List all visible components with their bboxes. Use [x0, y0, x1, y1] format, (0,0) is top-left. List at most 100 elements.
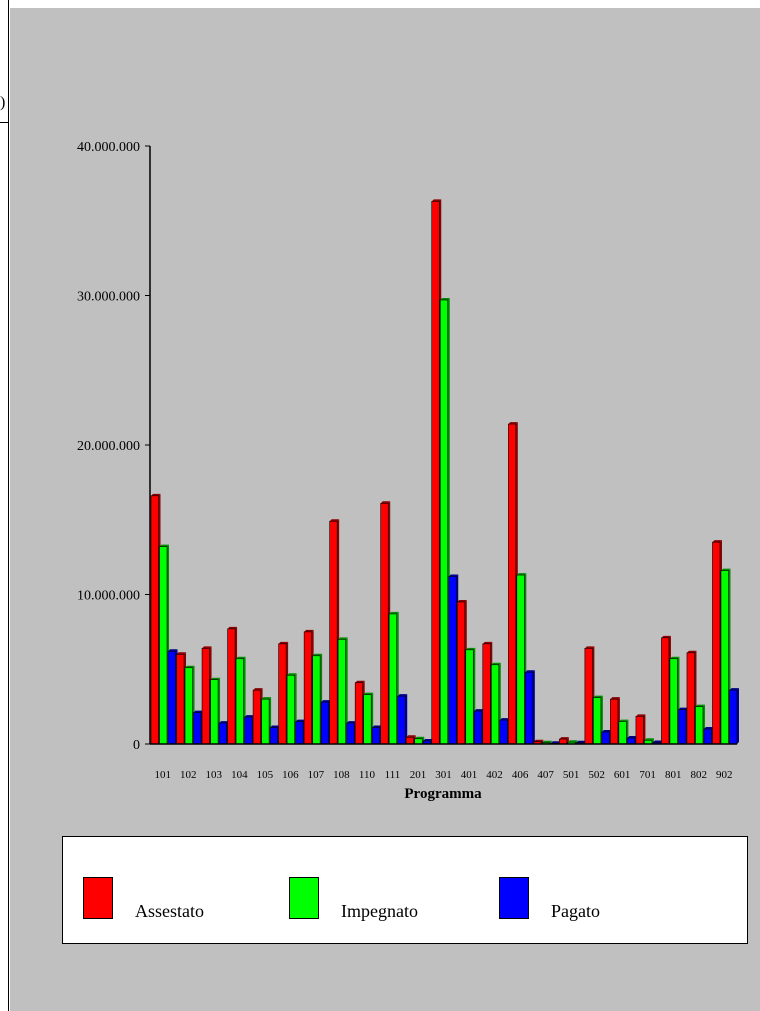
bar-top [287, 673, 297, 676]
bar-impegnato-105 [261, 697, 272, 745]
bar-impegnato-701 [644, 738, 654, 745]
bar-face [414, 738, 423, 745]
bar-pagato-108 [346, 721, 357, 745]
bar-assestato-802 [686, 650, 697, 745]
bar-face [295, 721, 304, 745]
x-ticks-layer: 101 102 103 104 105 106 107 108 110 111 201 301 401 4… [155, 769, 733, 781]
x-tick-label: 104 [231, 769, 248, 781]
bar-face [508, 423, 517, 745]
bar-top [567, 740, 578, 743]
bar-top [210, 677, 221, 680]
x-tick-label: 501 [563, 769, 580, 781]
bar-impegnato-301 [439, 297, 450, 745]
bar-pagato-301 [448, 574, 459, 745]
left-frame-divider [0, 122, 8, 123]
bar-impegnato-101 [159, 544, 170, 745]
bar-top [168, 649, 178, 652]
bar-assestato-601 [610, 697, 620, 745]
bar-impegnato-111 [388, 611, 399, 745]
bar-pagato-601 [627, 736, 637, 745]
bar-pagato-406 [525, 670, 535, 745]
bar-impegnato-802 [695, 704, 705, 745]
bar-top [516, 573, 527, 576]
bar-pagato-101 [167, 649, 178, 745]
bar-impegnato-501 [567, 740, 578, 745]
bar-top [312, 653, 323, 656]
bar-top [542, 740, 552, 743]
bar-top [457, 599, 467, 602]
bar-assestato-104 [227, 626, 238, 745]
bar-face [150, 495, 159, 745]
bar-top [474, 709, 484, 712]
x-tick-label: 103 [206, 769, 223, 781]
bar-face [686, 652, 695, 745]
bar-top [261, 697, 272, 700]
bar-top [576, 740, 586, 743]
bar-face [618, 721, 627, 745]
bar-chart: 0 10.000.000 20.000.000 30.000.000 40.000.00… [77, 140, 739, 802]
left-frame-glyph: ) [0, 94, 6, 111]
bar-face [678, 709, 687, 745]
bar-face [525, 671, 534, 745]
bar-top [304, 629, 314, 632]
bar-assestato-502 [584, 646, 595, 745]
bar-top [448, 574, 459, 577]
x-tick-label: 105 [257, 769, 274, 781]
bar-top [372, 725, 382, 728]
bar-pagato-402 [499, 718, 510, 745]
bar-top [346, 721, 357, 724]
bar-assestato-102 [176, 652, 187, 745]
bar-face [729, 689, 738, 745]
bar-impegnato-201 [414, 736, 425, 745]
x-tick-label: 108 [333, 769, 350, 781]
x-tick-label: 701 [639, 769, 656, 781]
bar-face [193, 712, 202, 745]
bar-top [661, 635, 671, 638]
bar-top [584, 646, 595, 649]
bar-assestato-106 [278, 641, 289, 745]
bar-pagato-110 [371, 725, 382, 745]
x-tick-label: 106 [282, 769, 299, 781]
bar-top [363, 692, 374, 695]
bar-face [252, 689, 261, 745]
bar-assestato-701 [635, 714, 646, 745]
bar-impegnato-108 [337, 637, 348, 745]
y-tick-label: 0 [133, 738, 140, 753]
bar-face [320, 701, 329, 745]
bar-face [712, 541, 721, 745]
bar-face [244, 716, 253, 745]
bar-top [695, 704, 705, 707]
bar-face [371, 727, 380, 745]
legend-label-impegnato: Impegnato [341, 901, 418, 921]
bar-impegnato-102 [184, 665, 195, 745]
bar-top [703, 727, 714, 730]
bar-face [465, 649, 474, 745]
bar-face [278, 643, 287, 745]
bar-top [669, 656, 680, 659]
bar-top [465, 647, 476, 650]
bar-face [261, 698, 270, 745]
bar-side [541, 739, 544, 744]
bar-assestato-101 [150, 493, 161, 745]
bar-impegnato-107 [312, 653, 323, 745]
bar-pagato-104 [244, 715, 255, 745]
bar-top [338, 637, 348, 640]
bar-face [448, 576, 457, 745]
bar-top [720, 568, 731, 571]
bars-layer [150, 199, 739, 745]
bar-top [176, 652, 187, 655]
bar-face [176, 653, 185, 745]
bar-side [345, 637, 348, 744]
bar-top [593, 695, 603, 698]
x-tick-label: 111 [385, 769, 401, 781]
bar-top [278, 641, 289, 644]
bar-assestato-301 [431, 199, 442, 745]
bar-face [695, 706, 704, 745]
legend-swatch-assestato [83, 877, 113, 919]
x-tick-label: 102 [180, 769, 197, 781]
bar-pagato-502 [601, 730, 612, 745]
y-tick-label: 40.000.000 [77, 140, 140, 155]
bar-side [532, 670, 535, 744]
bar-top [644, 738, 654, 741]
bar-top [550, 741, 561, 744]
